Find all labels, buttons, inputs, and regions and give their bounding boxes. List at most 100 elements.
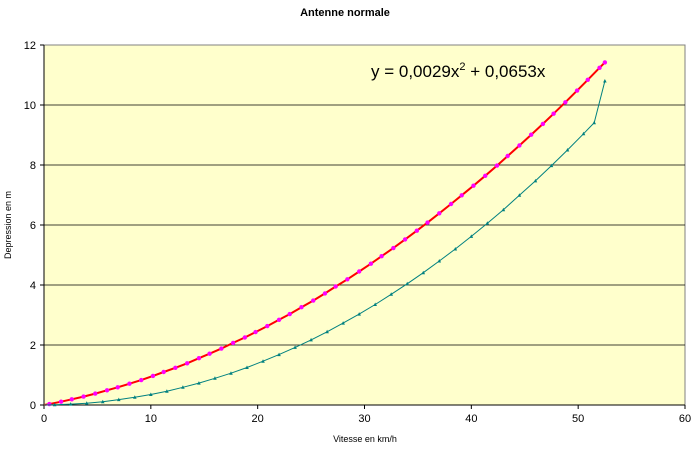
series-0-point-16 (230, 340, 236, 346)
series-1-point-26 (469, 234, 474, 238)
series-1-point-20 (373, 302, 377, 306)
series-1-point-18 (341, 321, 345, 325)
series-0-point-24 (322, 291, 328, 296)
series-0-point-30 (391, 245, 396, 251)
series-0-point-26 (345, 277, 350, 282)
series-0-point-46 (574, 88, 580, 93)
series-1 (43, 79, 607, 407)
series-0-point-28 (368, 261, 374, 266)
series-0-point-33 (425, 220, 430, 225)
series-0-point-1 (58, 399, 64, 404)
x-axis-label: Vitesse en km/h (333, 434, 397, 444)
x-tick-label-1: 10 (145, 413, 157, 425)
series-0-point-44 (551, 111, 556, 116)
series-0-point-14 (207, 351, 212, 356)
chart-title: Antenne normale (300, 7, 390, 19)
series-0-point-36 (459, 193, 464, 198)
series-1-point-10 (213, 376, 217, 380)
series-0-point-37 (471, 183, 476, 188)
x-tick-label-2: 20 (252, 413, 264, 425)
series-0-point-29 (379, 254, 384, 259)
x-tick-label-0: 0 (41, 413, 47, 425)
series-1-point-4 (116, 397, 121, 402)
series-0-point-23 (311, 298, 316, 303)
equation-part-1: y = 0,0029x (371, 62, 460, 81)
equation-superscript: 2 (459, 61, 465, 73)
series-1-point-2 (84, 401, 89, 405)
gridlines (44, 104, 685, 346)
series-1-point-32 (565, 148, 570, 152)
series-1-point-7 (165, 389, 169, 393)
series-1-point-35 (603, 79, 607, 83)
series-0-point-38 (483, 173, 488, 178)
series-1-point-12 (245, 365, 249, 369)
series-1-point-3 (100, 399, 105, 404)
series-0-point-15 (219, 346, 224, 351)
series-1-point-1 (68, 402, 73, 406)
series-1-point-21 (389, 292, 394, 296)
series-0-point-0 (47, 401, 52, 407)
series-1-point-11 (229, 371, 233, 375)
series-0-point-41 (517, 143, 522, 148)
x-axis-ticks: 0 10 20 30 40 50 60 (41, 405, 691, 425)
series-1-point-33 (581, 131, 586, 136)
series-0-point-3 (81, 394, 86, 399)
series-0-point-17 (242, 335, 248, 340)
series-0-point-19 (265, 323, 270, 329)
series-1-point-19 (357, 312, 361, 316)
series-0-point-20 (276, 317, 282, 322)
series-0-point-43 (540, 121, 546, 127)
x-tick-label-5: 50 (572, 413, 584, 425)
series-0-point-48 (597, 65, 602, 71)
series-1-point-28 (501, 207, 506, 212)
series-0-point-40 (505, 153, 510, 159)
series-0-point-6 (115, 385, 120, 390)
series-1-point-5 (133, 395, 137, 399)
series-0-point-47 (585, 77, 590, 83)
series-0-point-8 (139, 377, 144, 383)
y-axis-label: Depression en m (3, 191, 13, 259)
series-0-point-31 (402, 237, 408, 242)
x-tick-label-3: 30 (358, 413, 370, 425)
series-1-point-15 (293, 345, 297, 349)
series-1-point-30 (533, 178, 538, 183)
series-1-point-0 (52, 402, 57, 407)
series-0-point-39 (494, 163, 500, 168)
series-1-point-14 (277, 352, 281, 357)
series-0-point-22 (299, 305, 304, 310)
series-0-point-49 (602, 60, 608, 65)
y-tick-label-1: 2 (30, 340, 36, 352)
series-1-point-17 (325, 329, 329, 334)
series-0-point-5 (104, 388, 110, 393)
series-0-point-45 (563, 100, 568, 105)
series-0-point-12 (184, 361, 190, 366)
series-1-point-8 (181, 385, 185, 389)
series-1-point-29 (517, 193, 522, 197)
y-tick-label-5: 10 (24, 100, 36, 112)
series-1-point-27 (485, 221, 490, 225)
x-tick-label-6: 60 (679, 413, 691, 425)
series-1-point-22 (405, 281, 410, 286)
series-0-point-35 (448, 201, 454, 207)
series-1-point-25 (453, 247, 458, 251)
series-0-point-18 (253, 329, 258, 335)
series-0-point-13 (196, 356, 202, 361)
series-1-point-23 (421, 270, 426, 275)
series-0-point-25 (333, 284, 338, 289)
y-tick-label-0: 0 (30, 400, 36, 412)
y-tick-label-2: 4 (30, 280, 36, 292)
series-1-point-9 (197, 381, 201, 385)
equation-part-2: + 0,0653x (466, 62, 546, 81)
series-0-point-10 (161, 369, 166, 375)
series-0-point-27 (356, 269, 362, 274)
series-0-point-34 (437, 211, 442, 216)
series-0-point-32 (414, 228, 420, 233)
series-0-point-4 (93, 391, 98, 396)
y-tick-label-4: 8 (30, 160, 36, 172)
series-1-point-16 (309, 337, 313, 342)
series-1-point-24 (437, 259, 442, 263)
series-1-point-34 (592, 120, 596, 125)
series-0-point-21 (287, 311, 292, 317)
y-axis-ticks: 0 2 4 6 8 10 12 (24, 40, 44, 412)
